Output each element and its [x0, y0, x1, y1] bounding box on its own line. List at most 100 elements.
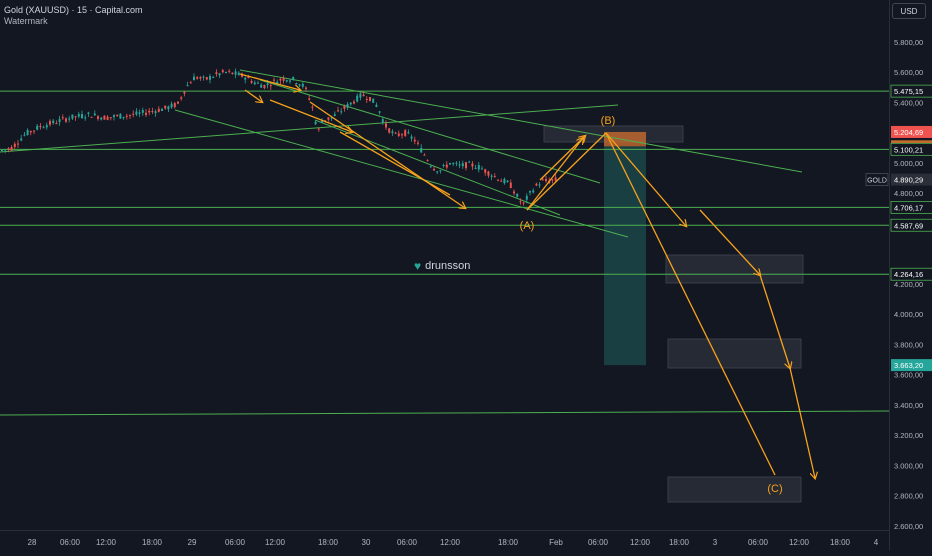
candle-body: [125, 115, 128, 117]
candle-body: [439, 170, 442, 172]
time-label-5: 29: [188, 538, 197, 547]
candle-body: [141, 110, 144, 113]
candle-body: [340, 111, 343, 113]
candle-body: [474, 167, 477, 169]
candle-body: [330, 117, 333, 119]
candle-body: [49, 120, 51, 125]
candle-body: [522, 202, 525, 204]
candle-body: [7, 148, 10, 150]
price-label-8: 4.264,16: [894, 270, 923, 279]
candle-body: [359, 93, 362, 98]
price-label-box-9: [891, 359, 932, 372]
price-tick-1: 5.800,00: [894, 38, 923, 47]
candle-body: [167, 106, 170, 110]
candle-body: [484, 169, 487, 173]
time-label-9: 30: [362, 538, 371, 547]
chart-area[interactable]: (A) (B) (C) GOLD: [0, 0, 890, 530]
price-tick-5: 5.000,00: [894, 159, 923, 168]
symbol-title[interactable]: Gold (XAUUSD) · 15 · Capital.com: [4, 5, 143, 15]
time-label-14: 06:00: [588, 538, 609, 547]
candle-body: [391, 131, 394, 133]
time-label-10: 06:00: [397, 538, 418, 547]
candle-body: [436, 171, 439, 173]
candle-body: [106, 116, 109, 120]
price-tick-16: 2.600,00: [894, 522, 923, 531]
candle-body: [45, 125, 48, 128]
horizontal-line-support: [0, 410, 890, 416]
candle-body: [375, 104, 378, 107]
candle-body: [273, 79, 275, 81]
price-tick-10: 3.800,00: [894, 340, 923, 349]
candle-body: [103, 115, 106, 120]
candle-body: [442, 165, 445, 167]
price-label-7: 4.587,69: [894, 221, 923, 230]
candle-body: [84, 117, 87, 119]
watermark-label: Watermark: [4, 16, 48, 26]
candle-body: [529, 191, 531, 193]
candle-body: [263, 84, 266, 89]
candle-body: [90, 116, 93, 118]
candle-body: [100, 117, 103, 120]
candle-body: [65, 118, 67, 122]
symbol-tag: GOLD: [867, 178, 887, 185]
candle-body: [532, 190, 535, 193]
candle-body: [196, 77, 199, 79]
candle-body: [228, 70, 231, 72]
price-label-box-1: [890, 84, 932, 98]
wave-arrow-11: [789, 367, 815, 478]
price-label-box-8: [890, 267, 932, 281]
candle-body: [250, 80, 253, 83]
candle-body: [541, 179, 544, 181]
candle-body: [545, 178, 547, 182]
price-chart[interactable]: (A) (B) (C) GOLD: [0, 0, 890, 530]
candle-body: [407, 132, 410, 134]
candle-body: [362, 94, 365, 97]
candle-body: [77, 114, 80, 117]
candle-body: [525, 195, 528, 200]
wave-arrow-7: [539, 136, 585, 181]
wave-arrow-5: [339, 131, 451, 196]
currency-button[interactable]: USD: [892, 3, 926, 19]
candle-body: [61, 117, 64, 119]
candle-body: [234, 71, 237, 75]
candle-body: [209, 76, 211, 80]
candle-body: [52, 120, 55, 124]
candle-body: [538, 184, 541, 186]
time-label-4: 18:00: [142, 538, 163, 547]
price-label-box-6: [890, 201, 932, 214]
candle-body: [420, 147, 423, 153]
price-label-box-2: [891, 125, 932, 138]
price-scale[interactable]: 5.800,005.600,005.400,005.200,005.000,00…: [889, 0, 932, 550]
candle-body: [282, 78, 285, 81]
brand-name: drunsson: [425, 260, 471, 272]
candle-body: [365, 98, 368, 100]
candle-body: [468, 161, 471, 163]
candle-body: [244, 77, 247, 80]
candle-body: [260, 84, 263, 88]
candle-body: [183, 91, 186, 94]
candle-body: [113, 115, 115, 117]
trend-line-1: [0, 104, 619, 153]
time-label-7: 12:00: [265, 538, 286, 547]
short-position-stop: [604, 131, 646, 147]
candle-body: [417, 142, 419, 144]
price-tick-8: 4.200,00: [894, 280, 923, 289]
candle-body: [519, 201, 522, 203]
candle-body: [429, 166, 432, 168]
wave-arrow-4: [309, 101, 465, 208]
candle-body: [148, 110, 151, 113]
time-label-20: 18:00: [830, 538, 851, 547]
price-tick-9: 4.000,00: [894, 310, 923, 319]
candle-body: [68, 118, 71, 120]
candle-body: [71, 114, 74, 119]
candle-body: [135, 111, 138, 115]
candle-body: [215, 72, 218, 75]
time-scale[interactable]: 28 06:00 12:00 18:00 29 06:00 12:00 18:00 30 06:0…: [0, 530, 889, 550]
time-label-6: 06:00: [225, 538, 246, 547]
zone-box-target-1: [665, 254, 804, 284]
candle-body: [458, 164, 461, 166]
candle-body: [413, 139, 416, 142]
candle-body: [343, 106, 346, 109]
candle-body: [289, 80, 291, 82]
candle-body: [55, 123, 58, 125]
